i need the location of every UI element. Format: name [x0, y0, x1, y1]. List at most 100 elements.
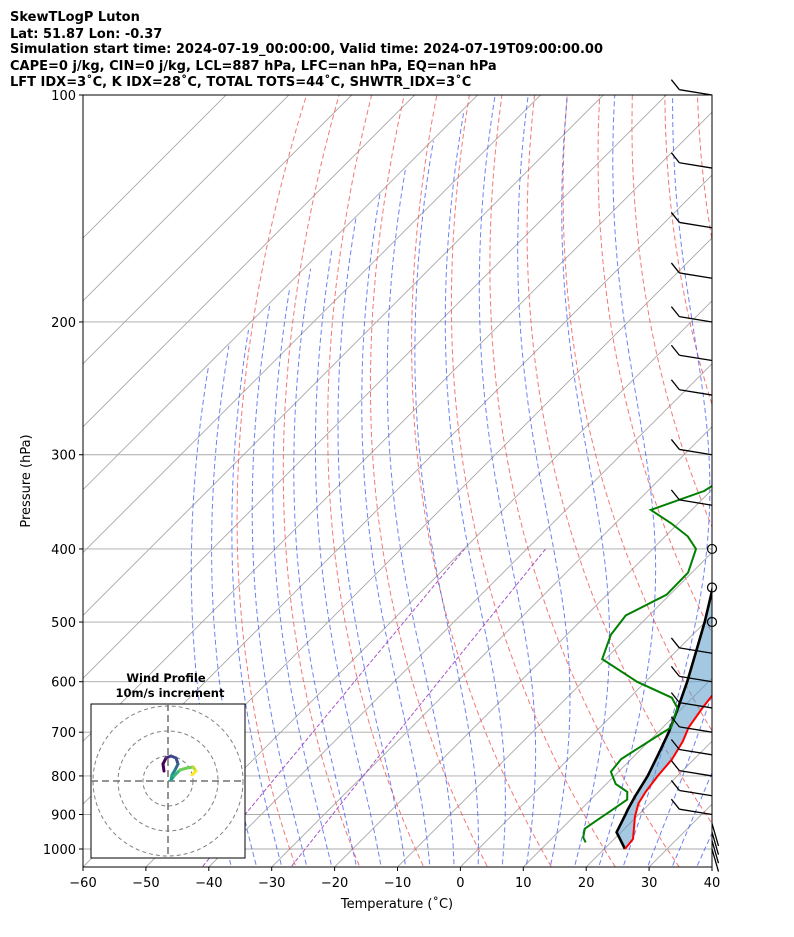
x-tick-label: 20 [578, 876, 595, 891]
dry-adiabat-line [729, 61, 794, 881]
isotherm-line [762, 60, 794, 880]
y-tick-label: 700 [51, 726, 76, 741]
dry-adiabat-line [696, 95, 712, 243]
hodograph-trace [161, 754, 198, 782]
wind-barb-staff [679, 701, 713, 709]
isotherm-line [585, 740, 712, 867]
wind-barb-staff [679, 726, 713, 733]
moist-adiabat-line [272, 287, 333, 867]
moist-adiabat-line [251, 305, 308, 867]
wind-barb-staff [679, 499, 713, 506]
moist-adiabat-line [696, 832, 712, 867]
x-tick-label: −20 [321, 876, 348, 891]
wind-barb-staff [711, 823, 720, 847]
chart-times: Simulation start time: 2024-07-19_00:00:… [10, 42, 603, 57]
mixing-ratio-line [201, 548, 465, 867]
wind-barb-flag [670, 344, 680, 356]
x-tick-label: 30 [641, 876, 658, 891]
moist-adiabat-line [478, 95, 537, 867]
moist-adiabat-line [231, 330, 283, 867]
moist-adiabat-line [598, 95, 657, 867]
isotherm-line [83, 111, 712, 742]
dry-adiabat-line [236, 95, 308, 867]
profile-lines [582, 484, 712, 850]
y-tick-label: 100 [51, 89, 76, 104]
y-tick-label: 400 [51, 543, 76, 558]
isotherm-line [271, 426, 712, 867]
wind-barb-calm [706, 543, 718, 555]
isotherm-line [83, 95, 353, 365]
x-tick-label: 0 [456, 876, 464, 891]
chart-title-block: SkewTLogP Luton Lat: 51.87 Lon: -0.37 Si… [10, 10, 603, 90]
wind-barb-flag [670, 79, 680, 91]
isotherm-line [459, 614, 712, 867]
moist-adiabat-line [622, 95, 711, 867]
wind-barb-flag [670, 306, 680, 318]
moist-adiabat-line [293, 268, 358, 867]
moist-adiabat-line [671, 771, 712, 867]
wind-barbs [670, 79, 720, 872]
y-axis-label: Pressure (hPa) [19, 434, 34, 527]
cape-cin-shading [616, 590, 712, 849]
isotherm-line [145, 300, 712, 867]
mixing-ratio-line [290, 548, 546, 867]
x-tick-label: −40 [195, 876, 222, 891]
x-tick-label: −10 [384, 876, 411, 891]
wind-barb-staff [679, 89, 713, 96]
wind-barb-staff [679, 769, 713, 777]
inset-title: Wind Profile [126, 671, 206, 685]
wind-barb-staff [711, 848, 720, 872]
isotherm-line [83, 95, 542, 554]
chart-location: Lat: 51.87 Lon: -0.37 [10, 27, 162, 42]
wind-barb-flag [670, 798, 680, 810]
wind-barb-flag [670, 665, 680, 677]
isotherm-line [83, 95, 479, 491]
dry-adiabat-line [526, 95, 712, 825]
wind-barb-flag [670, 152, 680, 164]
dry-adiabat-line [631, 95, 712, 529]
plot-area [83, 60, 794, 881]
chart-indices-1: CAPE=0 j/kg, CIN=0 j/kg, LCL=887 hPa, LF… [10, 59, 497, 74]
moist-adiabat-line [646, 693, 712, 867]
isotherm-line [208, 363, 712, 867]
wind-profile-inset: Wind Profile 10m/s increment [90, 671, 246, 859]
y-tick-label: 800 [51, 770, 76, 785]
moist-adiabat-line [715, 95, 794, 880]
wind-barb-flag [670, 262, 680, 274]
dry-adiabat-line [760, 61, 794, 881]
dry-adiabat-line [327, 95, 425, 867]
dry-adiabat-line [489, 95, 680, 867]
y-tick-label: 500 [51, 616, 76, 631]
x-tick-label: −50 [132, 876, 159, 891]
temperature-profile-line [624, 694, 712, 850]
wind-barb-staff [679, 389, 713, 396]
wind-barb-staff [679, 272, 713, 279]
moist-adiabat-line [740, 95, 794, 880]
wind-barb-flag [670, 760, 680, 772]
wind-barb-flag [670, 439, 680, 450]
wind-barb-flag [670, 489, 680, 501]
wind-barb-flag [670, 780, 680, 791]
wind-barb-flag [670, 212, 680, 223]
y-tick-label: 1000 [43, 843, 76, 858]
y-tick-label: 600 [51, 676, 76, 691]
isotherm-line [83, 95, 605, 617]
x-axis-ticks: −60 −50 −40 −30 −20 −10 0 10 20 30 40 [69, 867, 720, 891]
wind-barb-staff [679, 748, 713, 756]
dry-adiabat-line [597, 95, 712, 635]
isotherm-line [83, 95, 667, 679]
isotherm-line [83, 95, 290, 302]
hodograph-segment [190, 769, 198, 777]
dry-adiabat-line [411, 95, 553, 867]
chart-indices-2: LFT IDX=3˚C, K IDX=28˚C, TOTAL TOTS=44˚C… [10, 74, 471, 90]
moist-adiabat-line [337, 216, 407, 867]
moist-adiabat-line [414, 140, 479, 867]
dry-adiabat-line [562, 95, 712, 732]
wind-barb-flag [670, 637, 680, 649]
wind-barb-staff [679, 789, 713, 797]
isotherm-line [333, 488, 712, 867]
wind-barb-flag [670, 692, 680, 704]
isotherm-line [522, 677, 712, 867]
moist-adiabat-line [314, 248, 382, 867]
